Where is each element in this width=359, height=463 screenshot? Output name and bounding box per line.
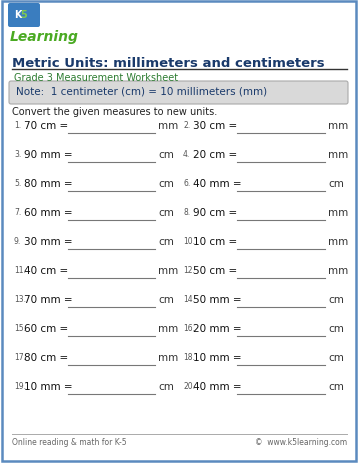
- Text: 9.: 9.: [14, 237, 21, 245]
- Text: 80 cm =: 80 cm =: [24, 352, 68, 362]
- Text: 90 cm =: 90 cm =: [193, 207, 237, 218]
- Text: 50 mm =: 50 mm =: [193, 294, 242, 304]
- Text: mm: mm: [328, 150, 348, 160]
- Text: mm: mm: [328, 237, 348, 246]
- Text: K: K: [14, 10, 22, 20]
- Text: 20.: 20.: [183, 381, 195, 390]
- Text: 40 cm =: 40 cm =: [24, 265, 68, 275]
- Text: cm: cm: [328, 179, 344, 188]
- Text: 60 cm =: 60 cm =: [24, 323, 68, 333]
- Text: 8.: 8.: [183, 207, 190, 217]
- Text: cm: cm: [328, 294, 344, 304]
- Text: 3.: 3.: [14, 150, 21, 159]
- Text: Convert the given measures to new units.: Convert the given measures to new units.: [12, 107, 217, 117]
- Text: 40 mm =: 40 mm =: [193, 381, 242, 391]
- FancyBboxPatch shape: [8, 4, 40, 28]
- Text: 12.: 12.: [183, 265, 195, 275]
- Text: 19.: 19.: [14, 381, 26, 390]
- Text: 13.: 13.: [14, 294, 26, 303]
- Text: 10.: 10.: [183, 237, 195, 245]
- Text: 16.: 16.: [183, 323, 195, 332]
- Text: 11.: 11.: [14, 265, 26, 275]
- Text: mm: mm: [158, 121, 178, 131]
- Text: 17.: 17.: [14, 352, 26, 361]
- Text: mm: mm: [328, 265, 348, 275]
- Text: 90 mm =: 90 mm =: [24, 150, 73, 160]
- FancyBboxPatch shape: [9, 82, 348, 105]
- Text: cm: cm: [158, 207, 174, 218]
- Text: cm: cm: [158, 179, 174, 188]
- Text: 80 mm =: 80 mm =: [24, 179, 73, 188]
- Text: cm: cm: [328, 352, 344, 362]
- Text: 20 cm =: 20 cm =: [193, 150, 237, 160]
- Text: 14.: 14.: [183, 294, 195, 303]
- Text: mm: mm: [158, 352, 178, 362]
- Text: 15.: 15.: [14, 323, 26, 332]
- Text: 70 mm =: 70 mm =: [24, 294, 73, 304]
- Text: 5.: 5.: [14, 179, 21, 188]
- Text: Grade 3 Measurement Worksheet: Grade 3 Measurement Worksheet: [14, 73, 178, 83]
- Text: cm: cm: [328, 381, 344, 391]
- Text: cm: cm: [158, 381, 174, 391]
- Text: 1.: 1.: [14, 121, 21, 130]
- Text: 5: 5: [20, 10, 27, 20]
- Text: mm: mm: [158, 265, 178, 275]
- FancyBboxPatch shape: [2, 2, 356, 461]
- Text: cm: cm: [328, 323, 344, 333]
- Text: 30 cm =: 30 cm =: [193, 121, 237, 131]
- Text: 70 cm =: 70 cm =: [24, 121, 68, 131]
- Text: mm: mm: [328, 121, 348, 131]
- Text: Note:  1 centimeter (cm) = 10 millimeters (mm): Note: 1 centimeter (cm) = 10 millimeters…: [16, 86, 267, 96]
- Text: mm: mm: [328, 207, 348, 218]
- Text: 2.: 2.: [183, 121, 190, 130]
- Text: 7.: 7.: [14, 207, 21, 217]
- Text: cm: cm: [158, 237, 174, 246]
- Text: 40 mm =: 40 mm =: [193, 179, 242, 188]
- Text: Online reading & math for K-5: Online reading & math for K-5: [12, 437, 127, 446]
- Text: cm: cm: [158, 294, 174, 304]
- Text: 10 cm =: 10 cm =: [193, 237, 237, 246]
- Text: mm: mm: [158, 323, 178, 333]
- Text: 50 cm =: 50 cm =: [193, 265, 237, 275]
- Text: 30 mm =: 30 mm =: [24, 237, 73, 246]
- Text: 20 mm =: 20 mm =: [193, 323, 242, 333]
- Text: cm: cm: [158, 150, 174, 160]
- Text: 10 mm =: 10 mm =: [24, 381, 73, 391]
- Text: 10 mm =: 10 mm =: [193, 352, 242, 362]
- Text: ©  www.k5learning.com: © www.k5learning.com: [255, 437, 347, 446]
- Text: 4.: 4.: [183, 150, 190, 159]
- Text: 18.: 18.: [183, 352, 195, 361]
- Text: Learning: Learning: [10, 30, 79, 44]
- Text: 60 mm =: 60 mm =: [24, 207, 73, 218]
- Text: Metric Units: millimeters and centimeters: Metric Units: millimeters and centimeter…: [12, 57, 325, 70]
- Text: 6.: 6.: [183, 179, 190, 188]
